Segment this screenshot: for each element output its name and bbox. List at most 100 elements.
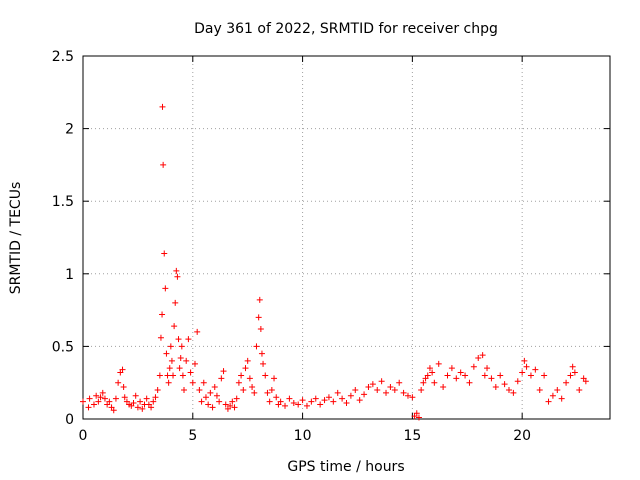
x-tick-label: 10 xyxy=(294,428,312,444)
data-point xyxy=(369,381,376,388)
data-point xyxy=(444,372,451,379)
data-point xyxy=(271,375,278,382)
data-point xyxy=(187,369,194,376)
data-point xyxy=(255,314,262,321)
data-point xyxy=(378,378,385,385)
data-point xyxy=(240,386,247,393)
data-point xyxy=(177,355,184,362)
data-point xyxy=(86,395,93,402)
data-point xyxy=(251,389,258,396)
data-point xyxy=(273,394,280,401)
data-point xyxy=(523,363,530,370)
data-point xyxy=(413,410,420,417)
data-point xyxy=(157,334,164,341)
y-tick-label: 2.5 xyxy=(52,49,74,65)
data-point xyxy=(119,366,126,373)
data-point xyxy=(209,404,216,411)
data-point xyxy=(571,369,578,376)
data-point xyxy=(173,267,180,274)
data-point xyxy=(256,296,263,303)
data-point xyxy=(150,398,157,405)
data-point xyxy=(541,372,548,379)
data-point xyxy=(205,401,212,408)
data-point xyxy=(308,398,315,405)
data-point xyxy=(97,394,104,401)
data-point xyxy=(514,378,521,385)
data-point xyxy=(152,394,159,401)
data-point xyxy=(440,384,447,391)
x-tick-label: 20 xyxy=(513,428,531,444)
data-point xyxy=(365,384,372,391)
data-point xyxy=(238,372,245,379)
data-point xyxy=(246,375,253,382)
data-point xyxy=(479,352,486,359)
data-point xyxy=(264,389,271,396)
data-point xyxy=(194,328,201,335)
x-tick-label: 15 xyxy=(403,428,421,444)
data-point xyxy=(374,386,381,393)
data-point xyxy=(448,365,455,372)
data-point xyxy=(558,395,565,402)
data-point xyxy=(497,372,504,379)
data-point xyxy=(426,365,433,372)
data-point xyxy=(244,357,251,364)
data-point xyxy=(361,391,368,398)
data-point xyxy=(569,363,576,370)
data-point xyxy=(527,372,534,379)
data-point xyxy=(554,386,561,393)
data-point xyxy=(121,394,128,401)
data-point xyxy=(207,389,214,396)
data-point xyxy=(198,398,205,405)
data-point xyxy=(387,384,394,391)
data-point xyxy=(519,369,526,376)
data-point xyxy=(563,379,570,386)
data-point xyxy=(295,401,302,408)
data-point xyxy=(567,372,574,379)
data-point xyxy=(167,343,174,350)
data-point xyxy=(260,360,267,367)
data-point xyxy=(200,379,207,386)
data-point xyxy=(536,386,543,393)
data-points xyxy=(80,103,589,421)
data-point xyxy=(166,365,173,372)
data-point xyxy=(213,392,220,399)
data-point xyxy=(249,384,256,391)
y-tick-label: 1.5 xyxy=(52,194,74,210)
data-point xyxy=(171,323,178,330)
data-point xyxy=(582,378,589,385)
data-point xyxy=(347,392,354,399)
data-point xyxy=(268,386,275,393)
data-point xyxy=(211,384,218,391)
data-point xyxy=(134,404,141,411)
data-point xyxy=(532,366,539,373)
data-point xyxy=(90,401,97,408)
data-point xyxy=(484,365,491,372)
data-point xyxy=(576,386,583,393)
axis-ticks: 0 5 10 15 20 0 0.5 1 1.5 2 2.5 xyxy=(52,49,610,444)
data-point xyxy=(404,392,411,399)
data-point xyxy=(242,365,249,372)
data-point xyxy=(231,404,238,411)
y-tick-label: 0.5 xyxy=(52,339,74,355)
data-point xyxy=(470,363,477,370)
data-point xyxy=(218,375,225,382)
data-point xyxy=(179,372,186,379)
data-point xyxy=(317,401,324,408)
data-point xyxy=(266,398,273,405)
y-tick-label: 1 xyxy=(65,267,74,283)
y-tick-label: 0 xyxy=(65,412,74,428)
data-point xyxy=(481,372,488,379)
data-point xyxy=(391,386,398,393)
data-point xyxy=(137,398,144,405)
data-point xyxy=(299,397,306,404)
data-point xyxy=(290,400,297,407)
data-point xyxy=(330,398,337,405)
data-point xyxy=(165,379,172,386)
data-point xyxy=(383,389,390,396)
data-point xyxy=(492,384,499,391)
x-tick-label: 0 xyxy=(79,428,88,444)
chart-title: Day 361 of 2022, SRMTID for receiver chp… xyxy=(194,21,498,37)
data-point xyxy=(120,384,127,391)
data-point xyxy=(176,365,183,372)
data-point xyxy=(462,372,469,379)
